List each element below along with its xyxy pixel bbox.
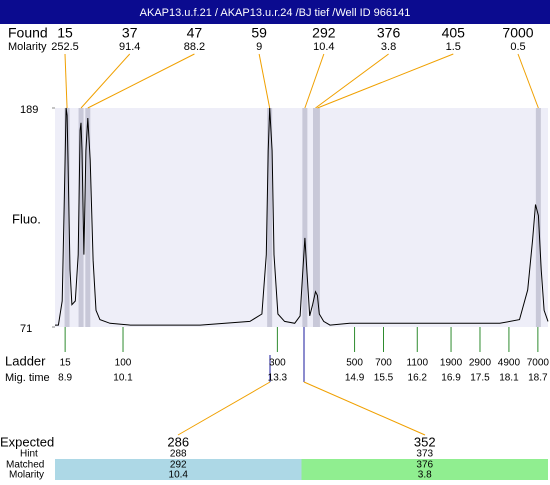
ladder-size: 15 [60, 358, 72, 369]
matched-band [55, 459, 302, 480]
y-label: Fluo. [12, 211, 41, 226]
peak-band [64, 108, 70, 327]
hint: 373 [416, 449, 433, 460]
trace [55, 107, 549, 326]
found-molarity: 3.8 [381, 41, 396, 53]
ladder-time: 8.9 [58, 373, 72, 384]
ladder-time: 13.3 [268, 373, 288, 384]
matched: 292 [170, 460, 187, 471]
matched-label: Matched [6, 460, 44, 471]
ladder-label: Ladder [5, 353, 46, 368]
found-size: 37 [122, 25, 138, 41]
expected-size: 352 [414, 434, 436, 449]
title-bar [0, 0, 550, 24]
found-size: 59 [251, 25, 267, 41]
found-size: 15 [57, 25, 73, 41]
peak-connector [80, 53, 131, 109]
found-size: 405 [442, 25, 466, 41]
ladder-size: 1100 [407, 358, 429, 369]
ladder-size: 7000 [527, 358, 550, 369]
expected-connector [177, 381, 271, 436]
expected-molarity: 10.4 [169, 470, 189, 480]
peak-band [85, 108, 91, 327]
ladder-size: 2900 [469, 358, 492, 369]
peak-connector [304, 53, 325, 109]
ladder-time: 16.2 [408, 373, 428, 384]
found-molarity: 0.5 [510, 41, 525, 53]
molarity-row-label: Molarity [9, 470, 44, 480]
mig-time-label: Mig. time [5, 372, 50, 384]
ladder-size: 1900 [440, 358, 463, 369]
ladder-time: 14.9 [345, 373, 365, 384]
peak-connector [258, 53, 271, 109]
peak-connector [87, 53, 195, 109]
expected-label: Expected [0, 434, 54, 449]
ladder-size: 500 [346, 358, 363, 369]
peak-band [78, 108, 84, 327]
peak-band [314, 108, 320, 327]
ladder-size: 100 [115, 358, 132, 369]
ladder-time: 15.5 [374, 373, 394, 384]
ladder-size: 700 [375, 358, 392, 369]
y-tick-label: 71 [20, 323, 32, 335]
expected-molarity: 3.8 [418, 470, 432, 480]
expected-size: 286 [167, 434, 189, 449]
title: AKAP13.u.f.21 / AKAP13.u.r.24 /BJ tief /… [140, 7, 411, 19]
ladder-size: 4900 [498, 358, 521, 369]
molarity-label: Molarity [8, 41, 47, 53]
ladder-time: 18.1 [499, 373, 519, 384]
ladder-time: 16.9 [441, 373, 461, 384]
peak-connector [517, 53, 539, 109]
hint-label: Hint [20, 449, 38, 460]
found-molarity: 1.5 [446, 41, 461, 53]
y-tick-label: 189 [20, 104, 38, 116]
ladder-size: 300 [269, 358, 286, 369]
found-size: 47 [187, 25, 203, 41]
found-molarity: 88.2 [184, 41, 205, 53]
found-molarity: 10.4 [313, 41, 334, 53]
ladder-time: 18.7 [528, 373, 548, 384]
matched: 376 [416, 460, 433, 471]
ladder-time: 17.5 [470, 373, 490, 384]
peak-connector [317, 53, 454, 109]
peak-band [267, 108, 273, 327]
peak-connector [315, 53, 389, 109]
expected-connector [303, 381, 426, 436]
peak-band [302, 108, 308, 327]
found-size: 376 [377, 25, 401, 41]
found-molarity: 9 [256, 41, 262, 53]
ladder-time: 10.1 [113, 373, 133, 384]
found-size: 292 [312, 25, 336, 41]
peak-connector [64, 53, 68, 109]
found-molarity: 252.5 [51, 41, 79, 53]
hint: 288 [170, 449, 187, 460]
found-label: Found [8, 25, 48, 41]
matched-band [301, 459, 548, 480]
found-size: 7000 [502, 25, 533, 41]
found-molarity: 91.4 [119, 41, 140, 53]
